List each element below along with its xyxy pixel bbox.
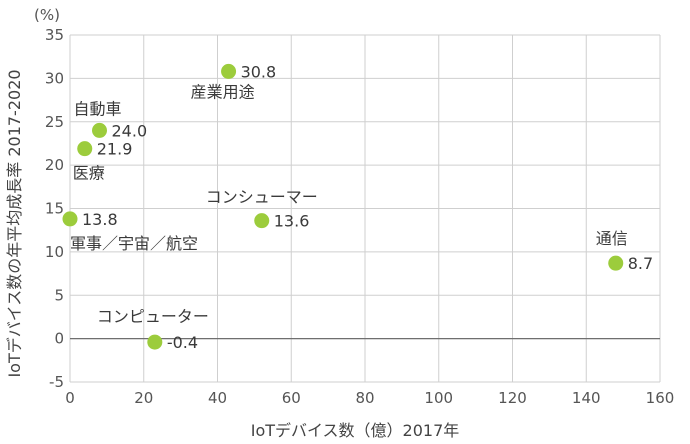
data-point (221, 63, 237, 79)
y-axis-title: IoTデバイス数の年平均成長率 2017-2020 (5, 69, 24, 377)
y-unit-label: (%) (34, 6, 60, 24)
point-value-label: 8.7 (628, 254, 653, 273)
point-category-label: 通信 (596, 229, 628, 248)
point-category-label: 自動車 (74, 99, 122, 118)
x-tick-label: 60 (282, 389, 301, 407)
y-tick-label: 10 (45, 243, 64, 261)
point-value-label: -0.4 (167, 333, 198, 352)
data-point (62, 211, 78, 227)
x-tick-label: 160 (646, 389, 675, 407)
point-value-label: 30.8 (241, 62, 277, 81)
y-tick-label: 5 (54, 286, 64, 304)
point-category-label: 軍事／宇宙／航空 (70, 234, 198, 253)
point-value-label: 24.0 (112, 121, 148, 140)
x-tick-labels: 0 20 40 60 80 100 120 140 160 (65, 389, 674, 407)
point-category-label: 医療 (73, 164, 105, 183)
grid-lines (69, 34, 661, 383)
data-point (147, 334, 163, 350)
data-point (92, 122, 107, 138)
y-tick-label: 35 (45, 26, 64, 44)
y-tick-label: 25 (45, 113, 64, 131)
x-tick-label: 140 (572, 389, 601, 407)
x-tick-label: 40 (208, 389, 227, 407)
point-category-label: コンピューター (97, 307, 209, 326)
x-axis-title: IoTデバイス数（億）2017年 (251, 421, 460, 440)
point-value-label: 13.6 (274, 212, 310, 231)
point-category-label: 産業用途 (191, 82, 255, 101)
data-point (77, 141, 93, 157)
x-tick-label: 100 (424, 389, 453, 407)
point-value-label: 13.8 (82, 210, 118, 229)
data-point (608, 255, 624, 271)
y-tick-labels: -5 0 5 10 15 20 25 30 35 (45, 26, 64, 391)
data-point (254, 213, 270, 229)
y-tick-label: 0 (54, 330, 64, 348)
x-tick-label: 20 (134, 389, 153, 407)
point-value-label: 21.9 (97, 140, 133, 159)
y-tick-label: 30 (45, 69, 64, 87)
y-tick-label: 15 (45, 200, 64, 218)
x-tick-label: 80 (355, 389, 374, 407)
point-category-label: コンシューマー (206, 188, 318, 207)
x-tick-label: 120 (498, 389, 527, 407)
x-tick-label: 0 (65, 389, 75, 407)
y-tick-label: 20 (45, 156, 64, 174)
y-tick-label: -5 (49, 373, 64, 391)
